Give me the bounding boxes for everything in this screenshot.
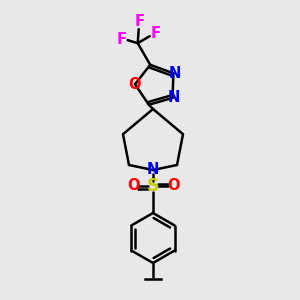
Text: O: O: [128, 77, 140, 92]
Text: N: N: [167, 90, 180, 105]
Text: N: N: [168, 66, 181, 81]
Text: O: O: [167, 178, 179, 194]
Text: S: S: [147, 177, 159, 195]
Text: O: O: [127, 178, 139, 194]
Text: F: F: [135, 14, 145, 29]
Text: F: F: [117, 32, 127, 47]
Text: F: F: [151, 26, 161, 41]
Text: N: N: [147, 161, 159, 176]
